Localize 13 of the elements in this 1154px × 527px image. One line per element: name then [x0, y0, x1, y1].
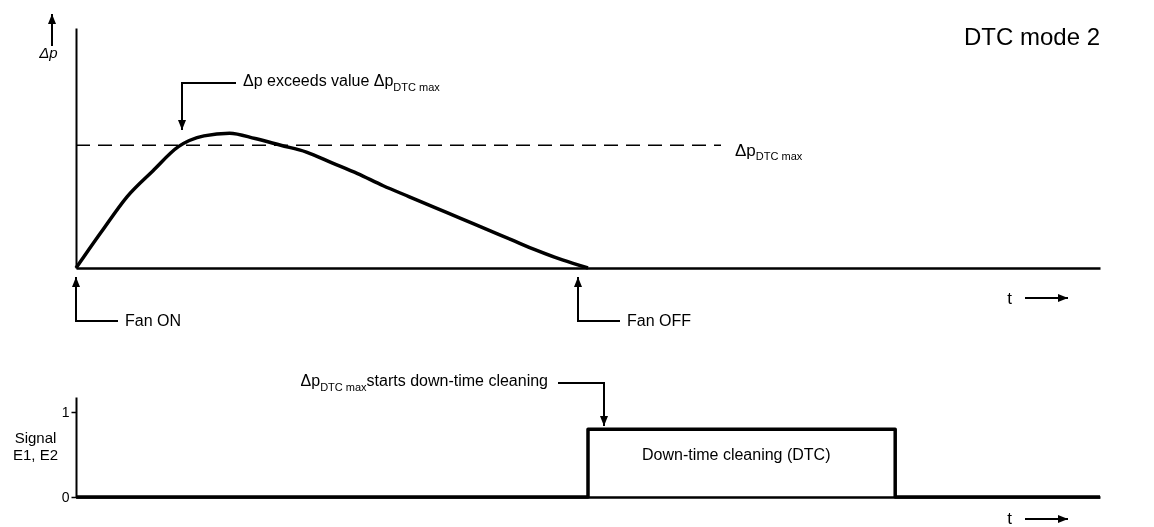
ref-line-label: Δp$_{DTC max}$ — [735, 140, 803, 163]
y-tick-label: 1 — [61, 403, 70, 420]
annotation: Down-time cleaning (DTC) — [642, 446, 831, 463]
text: Δp exceeds value Δp$_{DTC max}$ — [243, 72, 440, 93]
y-tick-label: 0 — [61, 488, 70, 505]
text: Fan OFF — [627, 312, 692, 329]
text: Δp$_{DTC max}$starts down-time cleaning — [300, 372, 548, 393]
x-axis-title: t — [1007, 288, 1013, 308]
chart-title: DTC mode 2 — [963, 23, 1100, 50]
y-axis-title: Signal E1, E2 — [12, 428, 59, 463]
x-axis-title: t — [1007, 508, 1013, 527]
text: Fan ON — [125, 312, 182, 329]
y-axis-title: Δp — [38, 43, 58, 61]
